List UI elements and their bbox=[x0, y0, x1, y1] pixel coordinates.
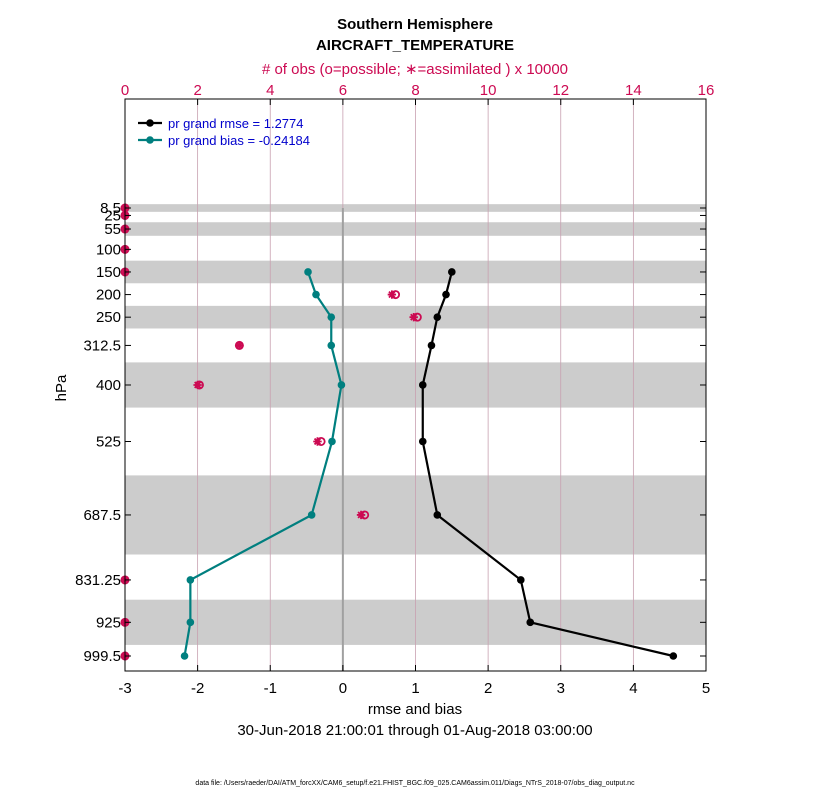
series-1-point-6 bbox=[307, 511, 316, 519]
x-tick-label--1: -1 bbox=[264, 680, 277, 697]
series-lines bbox=[180, 268, 678, 660]
y-tick-label-8.5: 8.5 bbox=[100, 200, 121, 217]
y-axis-label: hPa bbox=[53, 374, 70, 401]
series-1-point-9 bbox=[180, 652, 189, 660]
chart-title: Southern Hemisphere bbox=[337, 16, 493, 33]
x-tick-label-0: 0 bbox=[339, 680, 347, 697]
top-tick-label-4: 4 bbox=[266, 82, 274, 99]
x-tick-label--2: -2 bbox=[191, 680, 204, 697]
y-tick-label-250: 250 bbox=[96, 309, 121, 326]
series-1-point-7 bbox=[186, 576, 195, 584]
y-tick-label-831.25: 831.25 bbox=[75, 572, 121, 589]
legend: pr grand rmse = 1.2774 pr grand bias = -0… bbox=[138, 116, 310, 148]
legend-marker-1 bbox=[146, 136, 154, 144]
series-0-point-5 bbox=[418, 437, 427, 446]
y-tick-label-999.5: 999.5 bbox=[83, 648, 121, 665]
chart-subtitle: AIRCRAFT_TEMPERATURE bbox=[316, 37, 514, 54]
top-axis-label: # of obs (o=possible; ∗=assimilated ) x … bbox=[262, 61, 568, 78]
x-tick-label-5: 5 bbox=[702, 680, 710, 697]
top-tick-label-0: 0 bbox=[121, 82, 129, 99]
series-line-0 bbox=[421, 271, 674, 658]
series-1-point-4 bbox=[337, 381, 346, 389]
y-tick-label-925: 925 bbox=[96, 614, 121, 631]
series-0-point-9 bbox=[669, 652, 678, 660]
x-tick-label-2: 2 bbox=[484, 680, 492, 697]
top-tick-label-2: 2 bbox=[193, 82, 201, 99]
legend-entry-1: pr grand bias = -0.24184 bbox=[168, 133, 310, 148]
obs-assimilated-5 bbox=[387, 290, 397, 299]
y-tick-label-400: 400 bbox=[96, 377, 121, 394]
x-tick-label--3: -3 bbox=[118, 680, 131, 697]
obs-assimilated-7 bbox=[235, 341, 244, 350]
top-tick-label-10: 10 bbox=[480, 82, 497, 99]
obs-assimilated-6 bbox=[409, 312, 418, 322]
y-tick-label-312.5: 312.5 bbox=[83, 337, 121, 354]
series-0-point-4 bbox=[418, 381, 427, 389]
y-tick-label-525: 525 bbox=[96, 433, 121, 450]
series-line-1 bbox=[183, 271, 343, 657]
series-1-point-2 bbox=[327, 313, 336, 321]
series-1-point-3 bbox=[327, 341, 336, 350]
obs-assimilated-10 bbox=[356, 510, 366, 520]
x-axis-label: rmse and bias bbox=[368, 701, 462, 718]
series-1-point-5 bbox=[328, 437, 336, 446]
obs-assimilated-9 bbox=[313, 437, 322, 446]
top-tick-label-8: 8 bbox=[411, 82, 419, 99]
x-tick-label-1: 1 bbox=[411, 680, 419, 697]
y-tick-label-150: 150 bbox=[96, 264, 121, 281]
x-tick-label-4: 4 bbox=[629, 680, 637, 697]
top-tick-label-16: 16 bbox=[698, 82, 715, 99]
axis-ticks: -3 -2 -1 0 1 2 3 4 50 2 4 6 8 10 12 14 168.5255510015020… bbox=[75, 82, 714, 697]
data-file-footer: data file: /Users/raeder/DAI/ATM_forcXX/… bbox=[195, 780, 635, 787]
series-0-point-7 bbox=[517, 576, 525, 584]
series-1-point-0 bbox=[304, 268, 312, 276]
y-tick-label-25: 25 bbox=[104, 207, 121, 224]
date-range: 30-Jun-2018 21:00:01 through 01-Aug-2018… bbox=[237, 722, 592, 739]
y-tick-label-687.5: 687.5 bbox=[83, 507, 121, 524]
top-tick-label-14: 14 bbox=[625, 82, 642, 99]
obs-assimilated-8 bbox=[193, 380, 202, 390]
y-tick-label-55: 55 bbox=[104, 221, 121, 238]
legend-entry-0: pr grand rmse = 1.2774 bbox=[168, 116, 304, 131]
y-tick-label-100: 100 bbox=[96, 241, 121, 258]
y-tick-label-200: 200 bbox=[96, 287, 121, 304]
series-0-point-1 bbox=[442, 290, 450, 299]
legend-marker-0 bbox=[146, 119, 154, 127]
top-tick-label-12: 12 bbox=[552, 82, 569, 99]
series-0-point-8 bbox=[526, 618, 535, 627]
series-1-point-1 bbox=[312, 290, 320, 299]
x-tick-label-3: 3 bbox=[557, 680, 565, 697]
series-1-point-8 bbox=[186, 618, 195, 627]
series-0-point-2 bbox=[433, 313, 442, 321]
series-0-point-6 bbox=[433, 511, 442, 519]
series-0-point-0 bbox=[448, 268, 456, 276]
top-tick-label-6: 6 bbox=[339, 82, 347, 99]
series-0-point-3 bbox=[427, 341, 436, 350]
